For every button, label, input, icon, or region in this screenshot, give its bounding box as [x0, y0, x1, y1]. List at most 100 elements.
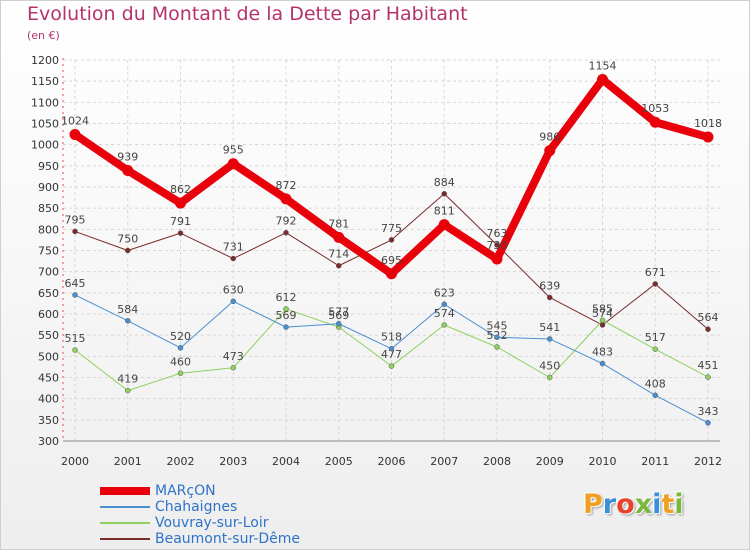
legend-swatch: [100, 538, 150, 540]
y-tick-label: 700: [38, 266, 59, 279]
data-point-mar-on: [175, 197, 186, 209]
data-label-chahaignes: 577: [328, 306, 349, 319]
data-label-vouvray-sur-loir: 450: [539, 360, 560, 373]
data-point-chahaignes: [441, 301, 447, 308]
data-label-beaumont-sur-d-me: 574: [592, 307, 613, 320]
data-label-vouvray-sur-loir: 477: [381, 348, 402, 361]
chart-subtitle: (en €): [27, 29, 60, 42]
x-tick-label: 2000: [61, 455, 89, 468]
x-tick-label: 2004: [272, 455, 300, 468]
y-tick-label: 450: [38, 372, 59, 385]
data-label-beaumont-sur-d-me: 750: [117, 233, 138, 246]
data-point-mar-on: [227, 158, 239, 170]
y-tick-label: 1100: [31, 96, 59, 109]
data-label-vouvray-sur-loir: 612: [276, 291, 297, 304]
x-tick-label: 2007: [430, 455, 458, 468]
legend-label: Chahaignes: [155, 499, 238, 515]
data-label-vouvray-sur-loir: 585: [592, 302, 613, 315]
data-label-mar-on: 1018: [694, 117, 722, 130]
y-tick-label: 300: [38, 435, 59, 448]
legend-swatch: [100, 522, 150, 524]
data-label-mar-on: 1024: [61, 115, 89, 128]
data-point-mar-on: [69, 129, 81, 141]
y-tick-label: 600: [38, 308, 59, 321]
data-point-beaumont-sur-d-me: [705, 326, 711, 332]
y-tick-label: 1000: [31, 139, 59, 152]
data-label-mar-on: 695: [381, 254, 402, 267]
x-tick-label: 2012: [694, 455, 722, 468]
data-label-mar-on: 781: [328, 217, 349, 230]
logo-letter: x: [634, 489, 653, 520]
data-label-chahaignes: 623: [434, 286, 455, 299]
data-point-beaumont-sur-d-me: [230, 255, 236, 262]
data-point-beaumont-sur-d-me: [547, 294, 553, 301]
data-label-chahaignes: 518: [381, 331, 402, 344]
data-label-mar-on: 986: [539, 131, 560, 144]
data-point-chahaignes: [547, 336, 553, 342]
data-label-vouvray-sur-loir: 517: [645, 331, 666, 344]
data-point-mar-on: [438, 219, 450, 231]
x-tick-label: 2011: [641, 455, 669, 468]
data-point-vouvray-sur-loir: [441, 322, 447, 328]
y-tick-label: 400: [38, 393, 59, 406]
y-tick-label: 950: [38, 160, 59, 173]
logo-letter: i: [674, 489, 684, 520]
y-tick-label: 800: [38, 223, 59, 236]
data-label-chahaignes: 541: [539, 321, 560, 334]
data-label-chahaignes: 630: [223, 283, 244, 296]
data-label-mar-on: 872: [276, 179, 297, 192]
data-label-beaumont-sur-d-me: 671: [645, 266, 666, 279]
data-point-beaumont-sur-d-me: [283, 229, 289, 236]
legend-swatch: [100, 506, 150, 508]
data-point-beaumont-sur-d-me: [125, 247, 131, 254]
data-point-mar-on: [491, 253, 503, 265]
data-label-beaumont-sur-d-me: 791: [170, 215, 191, 228]
data-label-vouvray-sur-loir: 451: [698, 359, 719, 372]
data-label-chahaignes: 483: [592, 346, 613, 359]
data-point-chahaignes: [388, 345, 395, 352]
data-label-beaumont-sur-d-me: 884: [434, 176, 455, 189]
data-label-chahaignes: 645: [65, 277, 86, 290]
data-label-mar-on: 1154: [589, 59, 617, 72]
data-point-vouvray-sur-loir: [494, 344, 500, 350]
data-label-vouvray-sur-loir: 473: [223, 350, 244, 363]
data-point-chahaignes: [705, 420, 711, 426]
data-label-beaumont-sur-d-me: 795: [65, 213, 86, 226]
data-label-beaumont-sur-d-me: 564: [698, 311, 719, 324]
y-tick-label: 900: [38, 181, 59, 194]
data-label-vouvray-sur-loir: 419: [117, 373, 138, 386]
data-label-mar-on: 862: [170, 183, 191, 196]
y-tick-label: 1150: [31, 75, 59, 88]
x-tick-label: 2001: [114, 455, 142, 468]
data-point-mar-on: [386, 268, 397, 280]
data-point-mar-on: [649, 116, 661, 128]
data-point-beaumont-sur-d-me: [72, 228, 78, 235]
data-label-mar-on: 730: [487, 239, 508, 252]
data-label-mar-on: 939: [117, 150, 138, 163]
x-tick-label: 2009: [536, 455, 564, 468]
data-point-chahaignes: [177, 345, 184, 351]
data-point-chahaignes: [336, 320, 342, 327]
data-label-beaumont-sur-d-me: 731: [223, 241, 244, 254]
y-tick-label: 650: [38, 287, 59, 300]
data-label-beaumont-sur-d-me: 639: [539, 279, 560, 292]
y-tick-label: 850: [38, 202, 59, 215]
logo-letter: P: [583, 489, 603, 520]
data-label-chahaignes: 545: [487, 319, 508, 332]
y-tick-label: 1050: [31, 118, 59, 131]
x-tick-label: 2006: [378, 455, 406, 468]
chart-title: Evolution du Montant de la Dette par Hab…: [27, 3, 468, 25]
data-point-vouvray-sur-loir: [230, 365, 236, 371]
data-point-beaumont-sur-d-me: [177, 230, 184, 236]
data-point-mar-on: [544, 145, 556, 157]
data-point-chahaignes: [494, 334, 500, 341]
data-label-beaumont-sur-d-me: 763: [487, 227, 508, 240]
x-tick-label: 2005: [325, 455, 353, 468]
data-label-chahaignes: 520: [170, 330, 191, 343]
data-label-chahaignes: 569: [276, 309, 297, 322]
data-point-mar-on: [333, 231, 345, 243]
x-tick-label: 2002: [167, 455, 195, 468]
data-point-mar-on: [597, 73, 608, 85]
legend-label: Beaumont-sur-Dême: [155, 531, 301, 547]
